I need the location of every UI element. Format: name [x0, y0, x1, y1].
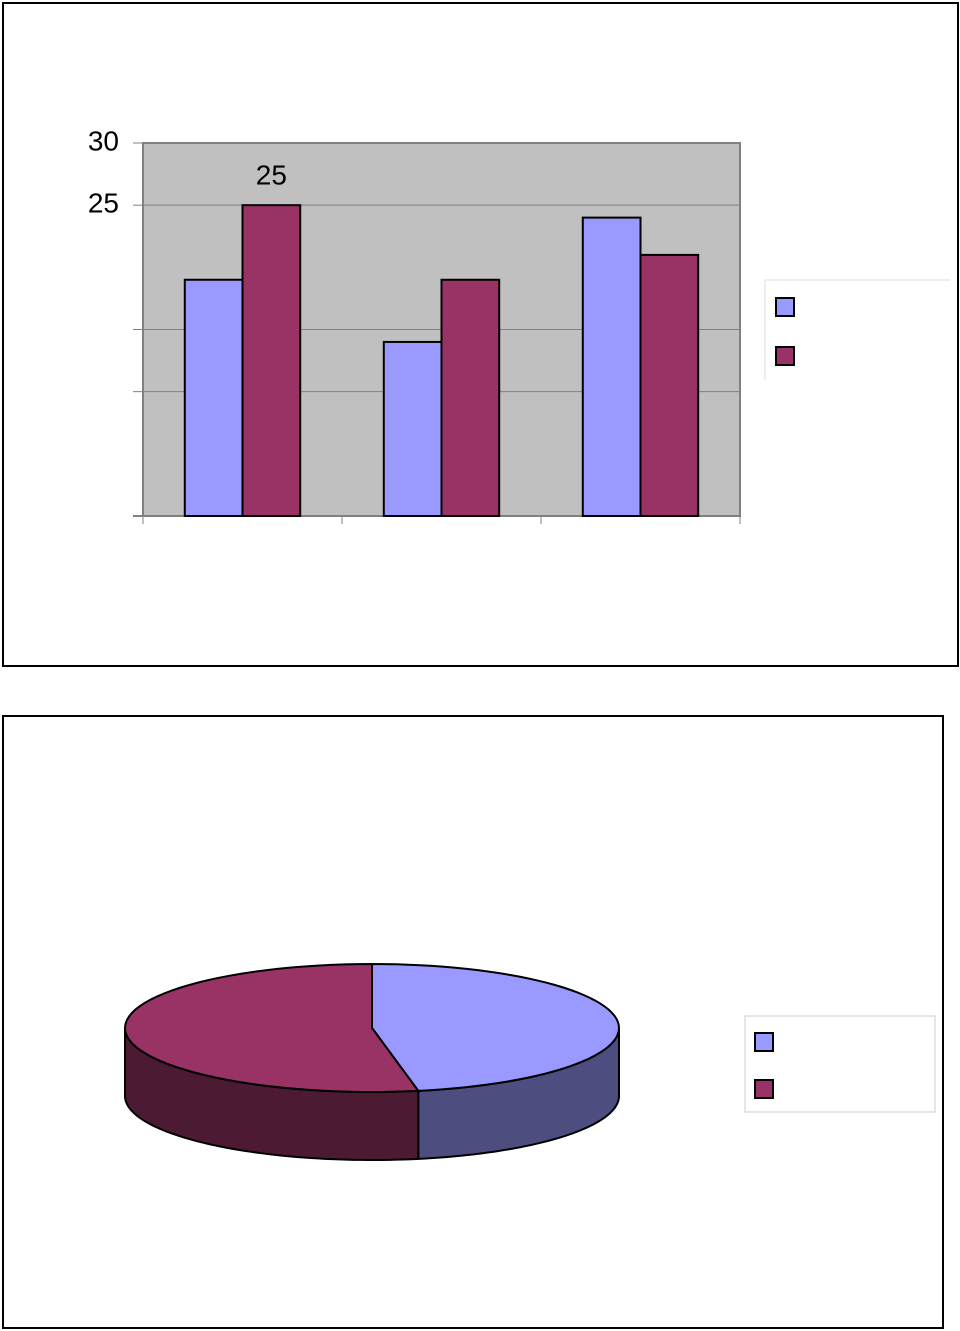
- bar: [440, 278, 501, 517]
- bar: [639, 253, 700, 517]
- legend-swatch: [754, 1032, 774, 1052]
- data-label: 25: [256, 160, 287, 191]
- y-tick-label: 30: [88, 125, 119, 156]
- legend-swatch: [775, 297, 795, 317]
- legend-swatch: [754, 1079, 774, 1099]
- legend-swatch: [775, 346, 795, 366]
- bar: [382, 340, 443, 517]
- bar: [241, 204, 302, 518]
- pie-slice: [371, 962, 621, 1092]
- pie-slice: [124, 962, 421, 1093]
- bar: [581, 216, 642, 517]
- y-tick-label: 25: [88, 188, 119, 219]
- bar: [183, 278, 244, 517]
- legend-frame: [744, 1015, 936, 1113]
- legend-frame: [764, 279, 950, 380]
